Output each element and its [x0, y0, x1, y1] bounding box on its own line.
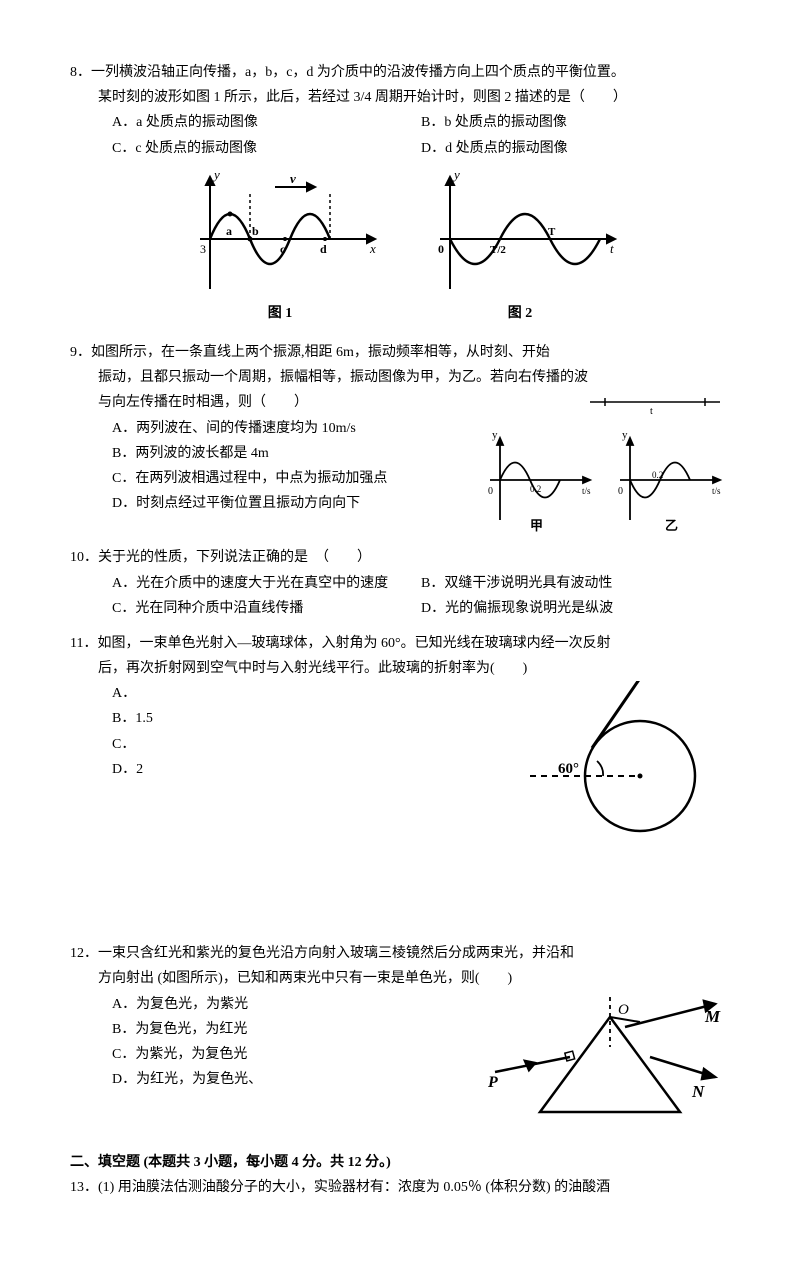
question-11: 11．如图，一束单色光射入—玻璃球体，入射角为 60°。已知光线在玻璃球内经一次… — [70, 631, 730, 841]
q9-g2-o: 0 — [618, 486, 623, 497]
q12-svg: P O M N — [480, 992, 730, 1132]
q8-fig1-label: 图 1 — [180, 301, 380, 326]
q12-O: O — [618, 1002, 629, 1018]
q8-fig1-svg: v y x 3 a b c d — [180, 169, 380, 299]
q12-optD: D．为红光，为复色光、 — [112, 1067, 480, 1092]
q8-figures: v y x 3 a b c d 图 1 y t — [70, 169, 730, 326]
q8-pt-a: a — [226, 224, 232, 238]
question-8: 8．一列横波沿轴正向传播，a，b，c，d 为介质中的沿波传播方向上四个质点的平衡… — [70, 60, 730, 326]
q8-pt-c: c — [280, 242, 286, 256]
spacer — [70, 851, 730, 941]
q12-options: A．为复色光，为紫光 B．为复色光，为红光 C．为紫光，为复色光 D．为红光，为… — [70, 992, 480, 1093]
q9-cap-jia: 甲 — [530, 518, 543, 533]
q12-figure: P O M N — [480, 992, 730, 1132]
q11-figure: 60° — [500, 681, 730, 841]
q12-optC: C．为紫光，为复色光 — [112, 1042, 480, 1067]
q9-options: A．两列波在、间的传播速度均为 10m/s B．两列波的波长都是 4m C．在两… — [70, 416, 470, 517]
q8-stem1: 一列横波沿轴正向传播，a，b，c，d 为介质中的沿波传播方向上四个质点的平衡位置… — [91, 65, 625, 80]
q8-optB: B．b 处质点的振动图像 — [421, 110, 730, 135]
q12-P: P — [487, 1074, 498, 1091]
question-12: 12．一束只含红光和紫光的复色光沿方向射入玻璃三棱镜然后分成两束光，并沿和 方向… — [70, 941, 730, 1131]
q8-fig2-label: 图 2 — [420, 301, 620, 326]
q11-line1: 11．如图，一束单色光射入—玻璃球体，入射角为 60°。已知光线在玻璃球内经一次… — [70, 631, 730, 656]
q8-figure2: y t 0 T/2 T 图 2 — [420, 169, 620, 326]
q11-options: A． B．1.5 C． D．2 — [70, 681, 500, 782]
q8-y2-axis: y — [452, 169, 460, 182]
question-9: 9．如图所示，在一条直线上两个振源,相距 6m，振动频率相等，从时刻、开始 振动… — [70, 340, 730, 535]
q8-tick-T2: T/2 — [490, 244, 506, 256]
q8-tick-T: T — [548, 226, 556, 238]
q13-stem: 13．(1) 用油膜法估测油酸分子的大小，实验器材有：浓度为 0.05％ (体积… — [70, 1175, 730, 1200]
q8-options: A．a 处质点的振动图像 B．b 处质点的振动图像 C．c 处质点的振动图像 D… — [70, 110, 730, 160]
q8-number: 8． — [70, 65, 91, 80]
q10-stem-text: 关于光的性质，下列说法正确的是 （ ） — [98, 550, 371, 565]
q12-number: 12． — [70, 946, 98, 961]
q9-stem1: 如图所示，在一条直线上两个振源,相距 6m，振动频率相等，从时刻、开始 — [91, 345, 550, 360]
q8-figure1: v y x 3 a b c d 图 1 — [180, 169, 380, 326]
q9-number: 9． — [70, 345, 91, 360]
q9-svg: t y 0 0.2 t/s 甲 y 0 — [470, 390, 730, 535]
q11-optA: A． — [112, 681, 500, 706]
q8-stem-line1: 8．一列横波沿轴正向传播，a，b，c，d 为介质中的沿波传播方向上四个质点的平衡… — [70, 60, 730, 85]
q9-g2-tick: 0.2 — [652, 470, 663, 480]
q9-line1: 9．如图所示，在一条直线上两个振源,相距 6m，振动频率相等，从时刻、开始 — [70, 340, 730, 365]
q10-optC: C．光在同种介质中沿直线传播 — [112, 596, 421, 621]
q8-optD: D．d 处质点的振动图像 — [421, 136, 730, 161]
q9-cap-yi: 乙 — [665, 518, 678, 533]
section-2-heading: 二、填空题 (本题共 3 小题，每小题 4 分。共 12 分。) — [70, 1150, 730, 1175]
q8-pt-d: d — [320, 242, 327, 256]
q12-stem1: 一束只含红光和紫光的复色光沿方向射入玻璃三棱镜然后分成两束光，并沿和 — [98, 946, 574, 961]
q12-optB: B．为复色光，为红光 — [112, 1017, 480, 1042]
q9-figures: t y 0 0.2 t/s 甲 y 0 — [470, 390, 730, 535]
q13-number: 13． — [70, 1180, 98, 1195]
q12-N: N — [691, 1082, 705, 1101]
q9-g1-tick: 0.2 — [530, 484, 541, 494]
q12-M: M — [704, 1007, 721, 1026]
q8-fig2-svg: y t 0 T/2 T — [420, 169, 620, 299]
q8-x-axis: x — [369, 241, 376, 256]
q9-optD: D．时刻点经过平衡位置且振动方向向下 — [112, 491, 470, 516]
q11-number: 11． — [70, 636, 97, 651]
q8-origin1: 3 — [200, 242, 206, 256]
q8-optA: A．a 处质点的振动图像 — [112, 110, 421, 135]
q9-g1-x: t/s — [582, 486, 591, 496]
q9-optC: C．在两列波相遇过程中，中点为振动加强点 — [112, 466, 470, 491]
q10-options: A．光在介质中的速度大于光在真空中的速度 B．双缝干涉说明光具有波动性 C．光在… — [70, 571, 730, 621]
question-10: 10．关于光的性质，下列说法正确的是 （ ） A．光在介质中的速度大于光在真空中… — [70, 545, 730, 621]
q10-optB: B．双缝干涉说明光具有波动性 — [421, 571, 730, 596]
q11-optB: B．1.5 — [112, 706, 500, 731]
q11-optC: C． — [112, 732, 500, 757]
q9-g1-y: y — [492, 429, 498, 441]
q9-top-label: t — [650, 406, 653, 417]
q9-line2: 振动，且都只振动一个周期，振幅相等，振动图像为甲，为乙。若向右传播的波 — [70, 365, 730, 390]
q11-optD: D．2 — [112, 757, 500, 782]
q12-line1: 12．一束只含红光和紫光的复色光沿方向射入玻璃三棱镜然后分成两束光，并沿和 — [70, 941, 730, 966]
q8-y-axis: y — [212, 169, 220, 182]
q9-g2-x: t/s — [712, 486, 721, 496]
q9-g1-o: 0 — [488, 486, 493, 497]
q10-optD: D．光的偏振现象说明光是纵波 — [421, 596, 730, 621]
question-13: 13．(1) 用油膜法估测油酸分子的大小，实验器材有：浓度为 0.05％ (体积… — [70, 1175, 730, 1200]
q11-svg: 60° — [500, 681, 730, 841]
q13-stem-text: (1) 用油膜法估测油酸分子的大小，实验器材有：浓度为 0.05％ (体积分数)… — [98, 1180, 610, 1195]
q9-g2-y: y — [622, 429, 628, 441]
q11-angle: 60° — [558, 761, 579, 777]
q9-optB: B．两列波的波长都是 4m — [112, 441, 470, 466]
q10-optA: A．光在介质中的速度大于光在真空中的速度 — [112, 571, 421, 596]
q8-optC: C．c 处质点的振动图像 — [112, 136, 421, 161]
q12-optA: A．为复色光，为紫光 — [112, 992, 480, 1017]
q10-stem: 10．关于光的性质，下列说法正确的是 （ ） — [70, 545, 730, 570]
q8-stem-line2: 某时刻的波形如图 1 所示，此后，若经过 3/4 周期开始计时，则图 2 描述的… — [70, 85, 730, 110]
q8-origin2: 0 — [438, 242, 444, 256]
q11-line2: 后，再次折射网到空气中时与入射光线平行。此玻璃的折射率为( ) — [70, 656, 730, 681]
q11-stem1: 如图，一束单色光射入—玻璃球体，入射角为 60°。已知光线在玻璃球内经一次反射 — [97, 636, 610, 651]
q8-t-axis: t — [610, 241, 614, 256]
q9-optA: A．两列波在、间的传播速度均为 10m/s — [112, 416, 470, 441]
q8-v-label: v — [290, 171, 296, 186]
q12-line2: 方向射出 (如图所示)，已知和两束光中只有一束是单色光，则( ) — [70, 966, 730, 991]
q10-number: 10． — [70, 550, 98, 565]
q8-pt-b: b — [252, 224, 259, 238]
q9-line3: 与向左传播在时相遇，则（ ） — [70, 390, 470, 415]
